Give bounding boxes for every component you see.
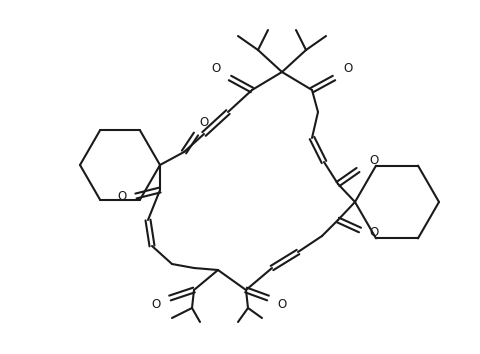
Text: O: O <box>211 62 220 74</box>
Text: O: O <box>151 297 160 310</box>
Text: O: O <box>199 115 208 129</box>
Text: O: O <box>369 154 378 166</box>
Text: O: O <box>343 62 352 74</box>
Text: O: O <box>117 189 126 202</box>
Text: O: O <box>277 297 286 310</box>
Text: O: O <box>369 225 378 239</box>
